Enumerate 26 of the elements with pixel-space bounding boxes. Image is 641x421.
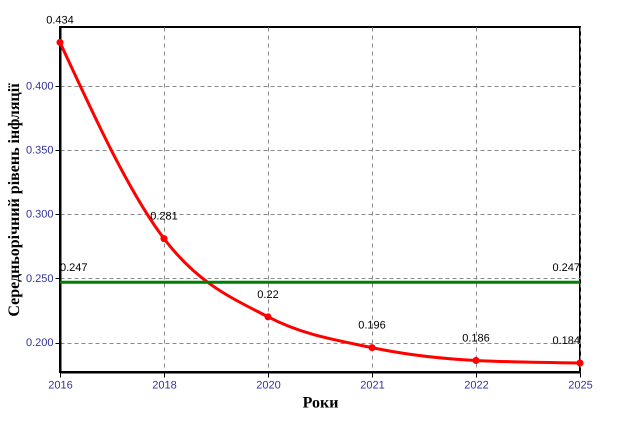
point: [264, 313, 272, 320]
y-tick-label: 0.300: [26, 208, 54, 221]
point: [368, 344, 376, 352]
data-label: 0.22: [257, 288, 279, 301]
point: [56, 38, 64, 46]
point: [576, 359, 584, 367]
y-tick-label: 0.250: [26, 272, 54, 285]
y-tick-label: 0.200: [26, 337, 54, 349]
x-tick-label: 2025: [568, 380, 593, 392]
x-tick-label: 2016: [48, 380, 73, 392]
y-tick-label: 0.400: [26, 80, 54, 92]
text: 0.247: [552, 262, 580, 274]
data-label: 0.196: [358, 320, 386, 332]
point: [160, 235, 168, 242]
data-label: 0.434: [46, 14, 74, 26]
x-tick-label: 2018: [152, 380, 177, 392]
x-axis-title: Роки: [302, 394, 338, 412]
y-axis-title: Середньорічний рівень інфляції: [6, 82, 23, 317]
data-label: 0.184: [552, 335, 580, 348]
x-tick-label: 2022: [464, 380, 489, 392]
x-tick-label: 2020: [256, 380, 281, 392]
y-tick-label: 0.350: [26, 144, 54, 157]
x-tick-label: 2021: [360, 380, 385, 392]
data-label: 0.186: [462, 332, 490, 344]
point: [472, 356, 480, 364]
data-label: 0.281: [150, 210, 178, 223]
